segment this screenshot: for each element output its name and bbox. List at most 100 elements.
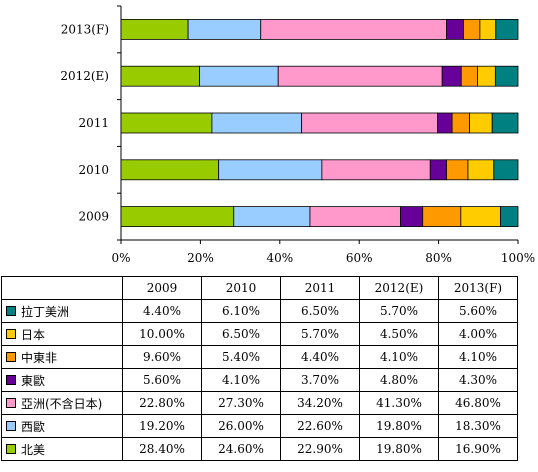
bar-segment xyxy=(309,206,401,228)
bar-segment xyxy=(233,206,311,228)
x-tick-label: 0% xyxy=(111,251,130,265)
y-tick-label: 2010 xyxy=(78,163,109,177)
table-cell: 4.40% xyxy=(122,299,202,323)
x-tick-label: 100% xyxy=(501,251,535,265)
bar-segment xyxy=(120,18,189,40)
table-cell: 22.60% xyxy=(280,414,360,438)
column-header: 2010 xyxy=(201,276,281,300)
legend-label: 亞洲(不含日本) xyxy=(21,396,103,411)
legend-swatch xyxy=(6,306,16,316)
bar-segment xyxy=(460,206,501,228)
table-row: 中東非 9.60% 5.40% 4.40% 4.10% 4.10% xyxy=(1,345,518,369)
table-cell: 6.50% xyxy=(201,322,281,346)
bar-segment xyxy=(463,18,481,40)
legend-label: 北美 xyxy=(21,442,46,457)
table-cell: 5.60% xyxy=(122,368,202,392)
column-header: 2011 xyxy=(280,276,360,300)
bar-segment xyxy=(495,18,519,40)
legend-label: 中東非 xyxy=(21,350,58,365)
table-cell: 4.10% xyxy=(201,368,281,392)
x-tick-label: 60% xyxy=(346,251,373,265)
table-cell: 22.80% xyxy=(122,391,202,415)
table-cell: 24.60% xyxy=(201,437,281,461)
table-cell: 4.10% xyxy=(438,345,518,369)
table-cell: 27.30% xyxy=(201,391,281,415)
table-cell: 6.10% xyxy=(201,299,281,323)
legend-cell: 亞洲(不含日本) xyxy=(1,391,123,415)
legend-label: 拉丁美洲 xyxy=(21,304,70,319)
y-tick-label: 2009 xyxy=(78,210,109,224)
column-header: 2012(E) xyxy=(359,276,439,300)
table-cell: 4.80% xyxy=(359,368,439,392)
bar-segment xyxy=(321,159,431,181)
table-row: 日本 10.00% 6.50% 5.70% 4.50% 4.00% xyxy=(1,322,518,346)
table-cell: 41.30% xyxy=(359,391,439,415)
bar-segment xyxy=(120,65,201,87)
legend-cell: 東歐 xyxy=(1,368,123,392)
bar-segment xyxy=(120,112,213,134)
legend-cell: 日本 xyxy=(1,322,123,346)
x-tick-label: 80% xyxy=(425,251,452,265)
table-cell: 19.20% xyxy=(122,414,202,438)
table-cell: 19.80% xyxy=(359,437,439,461)
table-cell: 4.10% xyxy=(359,345,439,369)
table-cell: 18.30% xyxy=(438,414,518,438)
table-cell: 22.90% xyxy=(280,437,360,461)
table-cell: 4.00% xyxy=(438,322,518,346)
bar-segment xyxy=(218,159,323,181)
stacked-bar-chart: 0% 20% 40% 60% 80% 100% 2013(F) 2012(E) 2011 2010… xyxy=(60,5,535,265)
table-cell: 5.70% xyxy=(359,299,439,323)
bar-segment xyxy=(451,112,470,134)
bar-segment xyxy=(260,18,447,40)
table-cell: 3.70% xyxy=(280,368,360,392)
bar-segment xyxy=(446,159,469,181)
bar-segment xyxy=(437,112,453,134)
legend-label: 西歐 xyxy=(21,419,46,434)
legend-swatch xyxy=(6,444,16,454)
bar-segment xyxy=(491,112,519,134)
y-tick-label: 2011 xyxy=(78,116,109,130)
bar-segment xyxy=(493,159,519,181)
bar-segment xyxy=(120,159,220,181)
bar-segment xyxy=(494,65,519,87)
table-cell: 5.60% xyxy=(438,299,518,323)
table-corner-cell xyxy=(1,276,123,300)
bar-segment xyxy=(441,65,462,87)
bar-segment xyxy=(301,112,438,134)
legend-swatch xyxy=(6,329,16,339)
table-cell: 26.00% xyxy=(201,414,281,438)
legend-swatch xyxy=(6,375,16,385)
table-header-row: 2009 2010 2011 2012(E) 2013(F) xyxy=(1,276,518,300)
table-cell: 5.70% xyxy=(280,322,360,346)
data-table: 2009 2010 2011 2012(E) 2013(F) 拉丁美洲 4.40% 6.10%… xyxy=(1,276,518,461)
legend-swatch xyxy=(6,352,16,362)
bar-segment xyxy=(429,159,447,181)
bar-segment xyxy=(187,18,262,40)
bar-segment xyxy=(400,206,424,228)
bar-segment xyxy=(479,18,497,40)
table-row: 北美 28.40% 24.60% 22.90% 19.80% 16.90% xyxy=(1,437,518,461)
table-row: 西歐 19.20% 26.00% 22.60% 19.80% 18.30% xyxy=(1,414,518,438)
legend-swatch xyxy=(6,398,16,408)
table-cell: 5.40% xyxy=(201,345,281,369)
table-row: 亞洲(不含日本) 22.80% 27.30% 34.20% 41.30% 46.80% xyxy=(1,391,518,415)
table-cell: 10.00% xyxy=(122,322,202,346)
table-cell: 46.80% xyxy=(438,391,518,415)
legend-cell: 北美 xyxy=(1,437,123,461)
table-cell: 4.50% xyxy=(359,322,439,346)
y-tick-label: 2013(F) xyxy=(61,22,109,36)
legend-cell: 西歐 xyxy=(1,414,123,438)
column-header: 2009 xyxy=(122,276,202,300)
table-cell: 19.80% xyxy=(359,414,439,438)
bar-segment xyxy=(460,65,478,87)
x-tick-label: 20% xyxy=(187,251,214,265)
legend-label: 日本 xyxy=(21,327,46,342)
table-cell: 6.50% xyxy=(280,299,360,323)
bar-segment xyxy=(469,112,493,134)
bar-segment xyxy=(120,206,235,228)
y-tick-label: 2012(E) xyxy=(60,69,109,83)
table-row: 拉丁美洲 4.40% 6.10% 6.50% 5.70% 5.60% xyxy=(1,299,518,323)
column-header: 2013(F) xyxy=(438,276,518,300)
table-cell: 16.90% xyxy=(438,437,518,461)
table-cell: 4.40% xyxy=(280,345,360,369)
